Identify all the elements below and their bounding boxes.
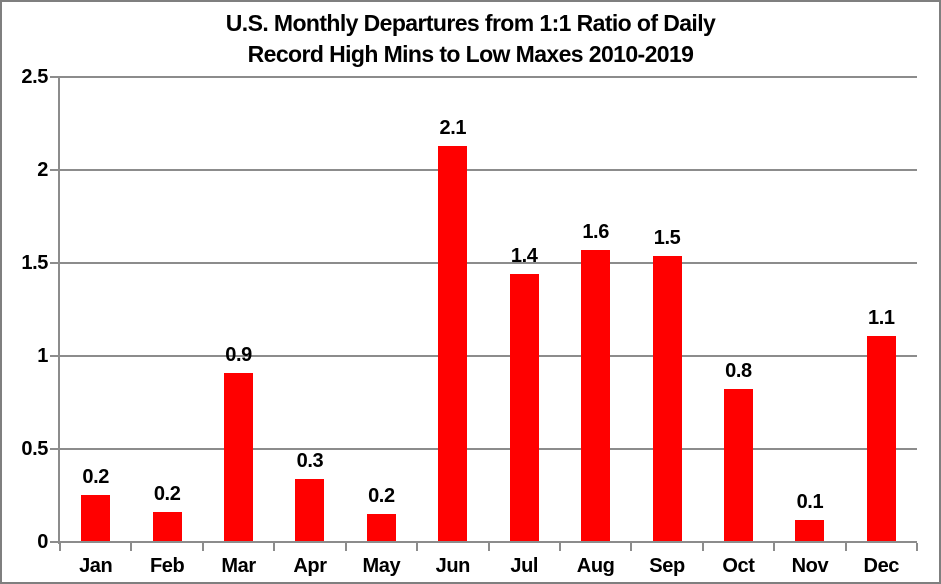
x-axis-category-label: Nov [791,555,829,577]
bar-value-label: 0.2 [368,485,395,507]
chart-title-line-2: Record High Mins to Low Maxes 2010-2019 [247,41,694,67]
x-axis-category-label: Oct [722,555,755,577]
x-axis-category-label: May [362,555,401,577]
bar-value-label: 1.4 [510,245,538,267]
bar-value-label: 1.1 [867,307,895,329]
gridline [58,76,917,78]
x-axis-tick [344,543,347,551]
x-axis-tick [416,543,419,551]
y-axis-tick [50,355,58,357]
y-axis-tick [50,448,58,450]
x-axis-tick [273,543,276,551]
x-axis-tick [701,543,704,551]
y-axis-tick [50,169,58,171]
x-axis-category-label: Jun [435,555,471,577]
x-axis-tick [130,543,133,551]
bar-sep [652,256,682,542]
y-axis-tick [50,76,58,78]
bar-value-label: 0.2 [153,483,181,505]
y-axis-tick-label: 0 [37,531,48,553]
bar-value-label: 1.5 [653,227,681,249]
y-axis-line [58,77,60,544]
chart-title: U.S. Monthly Departures from 1:1 Ratio o… [2,8,939,70]
y-axis-tick [50,541,58,543]
gridline [58,355,917,357]
x-axis-category-label: Aug [576,555,615,577]
bar-oct [723,389,753,542]
x-axis-baseline [58,541,917,543]
bar-jun [438,146,468,542]
bar-value-label: 0.9 [225,344,252,366]
y-axis-tick-label: 2 [37,159,48,181]
y-axis-tick-label: 2.5 [21,66,48,88]
bar-value-label: 2.1 [439,117,467,139]
x-axis-category-label: Jan [79,555,113,577]
bar-value-label: 0.3 [296,450,324,472]
x-axis-tick [844,543,847,551]
x-axis-tick [201,543,204,551]
bar-nov [795,520,825,542]
gridline [58,448,917,450]
bar-apr [295,479,325,542]
y-axis-tick-label: 0.5 [21,438,48,460]
gridline [58,262,917,264]
gridline [58,169,917,171]
x-axis-category-label: Apr [293,555,327,577]
bar-jul [509,274,539,542]
bar-feb [152,512,182,542]
x-axis-category-label: Dec [863,555,900,577]
x-axis-tick [630,543,633,551]
bar-value-label: 1.6 [582,221,609,243]
y-axis-tick-label: 1 [37,345,48,367]
x-axis-category-label: Jul [510,555,539,577]
y-axis-tick [50,262,58,264]
x-axis-category-label: Mar [221,555,256,577]
bar-may [366,514,396,542]
x-axis-tick [773,543,776,551]
bar-mar [224,373,254,542]
bar-jan [81,495,111,542]
y-axis-tick-label: 1.5 [21,252,48,274]
x-axis-tick [487,543,490,551]
bar-value-label: 0.2 [82,466,109,488]
x-axis-tick [558,543,561,551]
chart-title-line-1: U.S. Monthly Departures from 1:1 Ratio o… [225,10,716,36]
bar-aug [581,250,611,542]
bar-dec [866,336,896,542]
bar-value-label: 0.1 [796,491,824,513]
bar-value-label: 0.8 [725,360,752,382]
x-axis-category-label: Sep [649,555,685,577]
x-axis-category-label: Feb [149,555,185,577]
x-axis-tick [916,543,918,551]
x-axis-tick [59,543,61,551]
